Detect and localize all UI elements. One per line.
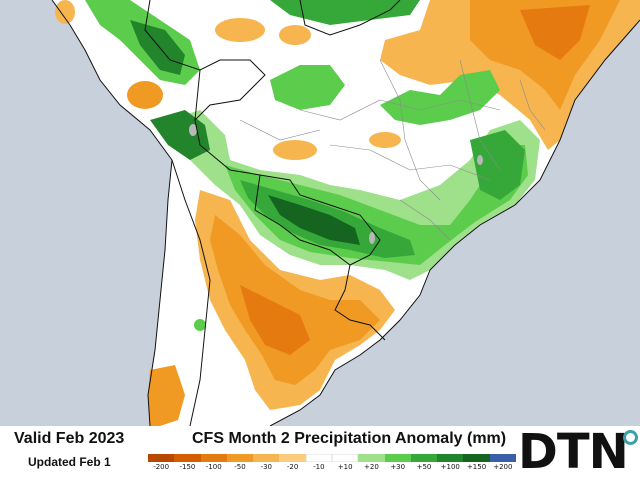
wet-area-venezuela — [270, 0, 420, 25]
legend-tick-label: -150 — [179, 463, 196, 471]
legend-swatch — [305, 454, 332, 462]
wet-area-amazon-west — [270, 65, 345, 110]
lake-titicaca — [189, 124, 197, 136]
dry-area-argentina-peak — [240, 285, 310, 355]
dry-area-northeast-brazil-peak — [520, 5, 590, 60]
dtn-logo-text: DTN — [518, 424, 629, 480]
border-bolivia-paraguay — [254, 174, 351, 266]
wet-area-east-brazil — [470, 130, 525, 200]
state-border-3 — [379, 59, 441, 201]
map-title: CFS Month 2 Precipitation Anomaly (mm) — [192, 430, 507, 447]
dry-area-guyana — [279, 25, 311, 45]
legend-swatch — [279, 454, 306, 462]
legend-swatch — [358, 454, 385, 462]
wet-area-paraguay-peak — [268, 195, 360, 245]
legend-tick-label: -10 — [313, 463, 325, 471]
legend-swatch — [410, 454, 438, 462]
legend-bar-background — [0, 426, 640, 480]
dry-anomaly-areas — [55, 0, 640, 426]
dry-area-argentina-core — [210, 215, 380, 385]
legend-swatch — [331, 454, 359, 462]
dtn-logo-dot-icon — [623, 430, 638, 445]
legend-swatch — [200, 454, 227, 462]
border-guianas — [299, 0, 401, 36]
legend-swatch — [253, 454, 280, 462]
lake-sobradinho — [477, 155, 483, 165]
precipitation-anomaly-map — [0, 0, 640, 426]
dry-area-ecuador — [55, 0, 75, 24]
legend-tick-label: -100 — [205, 463, 222, 471]
dtn-logo: DTN — [518, 424, 640, 478]
lakes — [189, 124, 483, 244]
legend-tick-label: +100 — [440, 463, 460, 471]
legend-swatch — [148, 454, 175, 462]
legend-tick-label: -200 — [153, 463, 170, 471]
legend-tick-label: -30 — [260, 463, 272, 471]
color-legend — [148, 454, 516, 462]
country-borders — [51, 0, 640, 426]
east-coastline — [269, 19, 640, 426]
legend-swatch — [384, 454, 411, 462]
state-border-6 — [399, 199, 451, 241]
dry-area-colombia — [127, 81, 163, 109]
wet-area-colombia-peak — [130, 20, 185, 75]
legend-tick-label: +200 — [493, 463, 513, 471]
wet-area-amazon-east — [380, 70, 500, 125]
legend-tick-label: +10 — [337, 463, 353, 471]
legend-tick-label: +30 — [390, 463, 406, 471]
border-uruguay — [334, 264, 386, 341]
dry-area-central-brazil — [273, 140, 317, 160]
valid-date-label: Valid Feb 2023 — [14, 430, 125, 447]
state-border-1 — [299, 99, 501, 121]
state-border-2 — [329, 144, 491, 181]
legend-swatch — [174, 454, 201, 462]
color-legend-labels: -200 -150 -100 -50 -30 -20 -10 +10 +20 +30 +50 +100… — [148, 463, 516, 475]
state-border-7 — [239, 119, 321, 141]
legend-tick-label: +50 — [416, 463, 432, 471]
wet-area-small-spot — [194, 319, 206, 331]
legend-swatch — [489, 454, 516, 462]
legend-swatch — [226, 454, 254, 462]
dry-area-chile — [148, 365, 185, 426]
legend-tick-label: +150 — [466, 463, 487, 471]
state-borders — [239, 59, 546, 241]
legend-swatch — [437, 454, 464, 462]
dry-area-venezuela — [215, 18, 265, 42]
legend-tick-label: -20 — [286, 463, 299, 471]
state-border-4 — [459, 59, 501, 171]
legend-tick-label: +20 — [364, 463, 379, 471]
border-chile-argentina — [171, 159, 211, 426]
dry-area-brazil-small — [369, 132, 401, 148]
updated-date-label: Updated Feb 1 — [28, 455, 111, 469]
state-border-5 — [519, 79, 546, 131]
border-peru-colombia — [194, 69, 201, 121]
legend-tick-label: -50 — [234, 463, 246, 471]
pacific-ocean — [0, 0, 172, 426]
lake-itaipu — [369, 232, 375, 244]
border-brazil-west — [144, 0, 381, 266]
legend-swatch — [463, 454, 490, 462]
